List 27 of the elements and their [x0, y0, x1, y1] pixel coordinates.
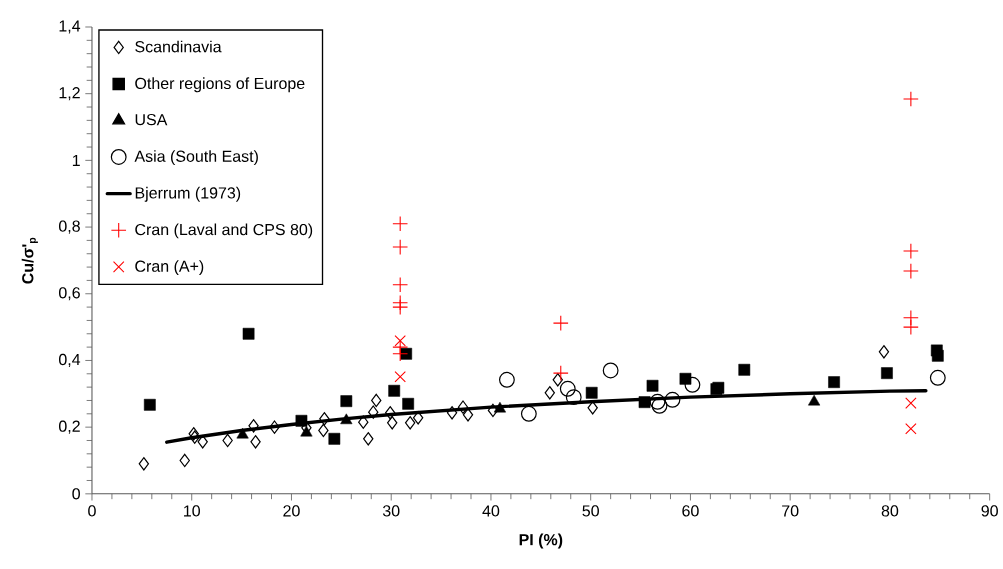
y-tick-label: 0,8 — [59, 220, 80, 234]
legend-label: Other regions of Europe — [135, 77, 305, 93]
y-tick-label: 1,4 — [59, 20, 81, 34]
legend-label: Scandinavia — [135, 40, 222, 53]
x-tick-label: 10 — [184, 505, 200, 517]
x-tick-label: 0 — [88, 505, 96, 517]
x-tick-label: 50 — [582, 505, 599, 517]
legend-label: Cran (Laval and CPS 80) — [135, 223, 313, 239]
x-axis-title: PI (%) — [519, 533, 563, 549]
x-tick-label: 90 — [981, 505, 998, 517]
x-tick-label: 80 — [881, 505, 899, 517]
y-tick-label: 1,2 — [59, 87, 80, 101]
legend-label: Asia (South East) — [134, 150, 258, 166]
x-tick-label: 60 — [682, 505, 699, 517]
legend-label: USA — [135, 114, 168, 126]
x-tick-label: 30 — [382, 505, 400, 517]
x-tick-label: 20 — [283, 505, 300, 517]
x-tick-label: 70 — [782, 505, 799, 517]
y-tick-label: 0,6 — [59, 287, 80, 301]
y-tick-label: 1 — [72, 154, 80, 166]
y-tick-label: 0,2 — [59, 420, 80, 434]
legend-label: Cran (A+) — [135, 260, 204, 276]
legend-label: Bjerrum (1973) — [135, 186, 241, 202]
y-axis-title: Cu/σ'$_{p}$ — [21, 237, 38, 284]
x-tick-label: 40 — [482, 505, 500, 517]
y-tick-label: 0,4 — [59, 353, 81, 368]
y-tick-label: 0 — [72, 488, 80, 500]
